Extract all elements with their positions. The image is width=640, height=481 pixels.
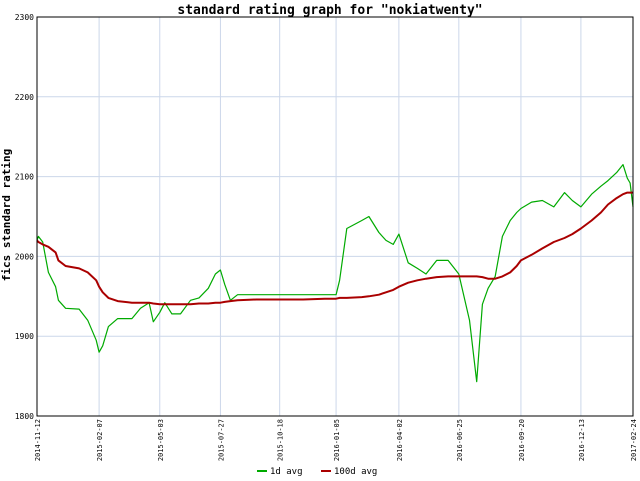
chart-title: standard rating graph for "nokiatwenty" (177, 3, 482, 18)
y-tick-labels: 1800 1900 2000 2100 2200 2300 (15, 13, 34, 421)
series-line-1d-avg (36, 164, 634, 383)
y-tick-label: 1800 (15, 412, 34, 421)
y-tick-label: 2300 (15, 13, 34, 22)
series-lines (36, 164, 634, 383)
grid (36, 16, 634, 417)
y-tick-label: 1900 (15, 332, 34, 341)
legend: 1d avg 100d avg (257, 467, 377, 477)
x-tick-label: 2016-06-25 (456, 419, 464, 461)
x-tick-label: 2014-11-12 (34, 419, 42, 461)
y-axis-label: fics standard rating (0, 149, 13, 281)
x-tick-label: 2015-02-07 (96, 419, 104, 461)
plot-frame (36, 16, 634, 417)
x-tick-label: 2015-05-03 (157, 419, 165, 461)
x-tick-labels: 2014-11-12 2015-02-07 2015-05-03 2015-07-27… (34, 419, 638, 461)
x-tick-label: 2016-12-13 (578, 419, 586, 461)
x-tick-label: 2015-07-27 (217, 419, 225, 461)
y-tick-label: 2200 (15, 93, 34, 102)
y-tick-label: 2100 (15, 173, 34, 182)
x-tick-label: 2015-10-18 (277, 419, 285, 461)
series-line-100d-avg (36, 191, 633, 306)
x-tick-label: 2016-04-02 (396, 419, 404, 461)
x-tick-label: 2016-01-05 (333, 419, 341, 461)
y-tick-label: 2000 (15, 252, 34, 261)
x-tick-label: 2017-02-24 (630, 419, 638, 461)
legend-label-100d-avg: 100d avg (334, 467, 377, 477)
legend-label-1d-avg: 1d avg (270, 467, 303, 477)
x-tick-label: 2016-09-20 (518, 419, 526, 461)
